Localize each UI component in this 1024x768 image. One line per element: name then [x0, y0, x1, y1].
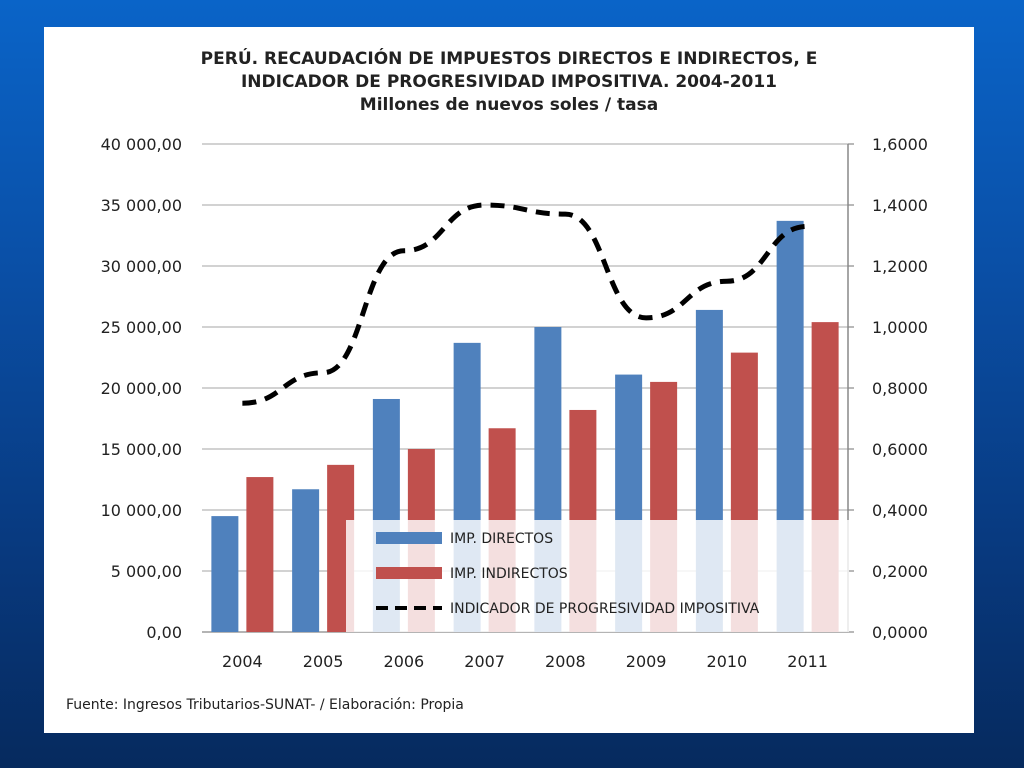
chart-title-line-2: INDICADOR DE PROGRESIVIDAD IMPOSITIVA. 2…	[241, 72, 777, 92]
legend-label-0: IMP. DIRECTOS	[450, 531, 553, 547]
x-tick-label: 2006	[384, 652, 425, 671]
plot-area: 0,00 5 000,00 10 000,00 15 000,00 20 000,00 2…	[101, 135, 928, 671]
bar-directos-2004	[211, 516, 239, 632]
y-right-tick-label: 0,6000	[872, 440, 928, 459]
y-right-tick-label: 1,4000	[872, 196, 928, 215]
legend-swatch-0	[376, 532, 442, 544]
x-tick-label: 2007	[464, 652, 505, 671]
y-right-tick-label: 1,0000	[872, 318, 928, 337]
x-tick-label: 2005	[303, 652, 344, 671]
progresividad-line	[242, 202, 808, 406]
y-left-tick-label: 35 000,00	[101, 196, 182, 215]
source-note: Fuente: Ingresos Tributarios-SUNAT- / El…	[66, 697, 464, 713]
y-right-tick-label: 0,2000	[872, 562, 928, 581]
y-left-tick-label: 30 000,00	[101, 257, 182, 276]
x-tick-label: 2008	[545, 652, 586, 671]
y-left-tick-label: 20 000,00	[101, 379, 182, 398]
x-tick-label: 2009	[626, 652, 667, 671]
bar-indirectos-2004	[246, 477, 274, 632]
chart-card: PERÚ. RECAUDACIÓN DE IMPUESTOS DIRECTOS …	[44, 27, 974, 733]
chart-subtitle: Millones de nuevos soles / tasa	[360, 95, 658, 115]
bar-directos-2005	[292, 489, 320, 632]
x-tick-label: 2011	[787, 652, 828, 671]
y-right-tick-label: 0,4000	[872, 501, 928, 520]
legend-label-2: INDICADOR DE PROGRESIVIDAD IMPOSITIVA	[450, 601, 760, 617]
chart-canvas: PERÚ. RECAUDACIÓN DE IMPUESTOS DIRECTOS …	[66, 47, 928, 713]
y-right-tick-label: 0,0000	[872, 623, 928, 642]
y-left-tick-label: 0,00	[146, 623, 182, 642]
y-left-tick-label: 15 000,00	[101, 440, 182, 459]
y-right-tick-label: 1,2000	[872, 257, 928, 276]
x-tick-label: 2004	[222, 652, 263, 671]
y-right-tick-label: 1,6000	[872, 135, 928, 154]
legend-label-1: IMP. INDIRECTOS	[450, 566, 568, 582]
legend-swatch-1	[376, 567, 442, 579]
chart-title-line-1: PERÚ. RECAUDACIÓN DE IMPUESTOS DIRECTOS …	[201, 47, 818, 69]
y-left-tick-label: 40 000,00	[101, 135, 182, 154]
y-left-tick-label: 25 000,00	[101, 318, 182, 337]
y-right-tick-label: 0,8000	[872, 379, 928, 398]
y-left-tick-label: 10 000,00	[101, 501, 182, 520]
y-left-tick-label: 5 000,00	[111, 562, 182, 581]
x-tick-label: 2010	[707, 652, 748, 671]
